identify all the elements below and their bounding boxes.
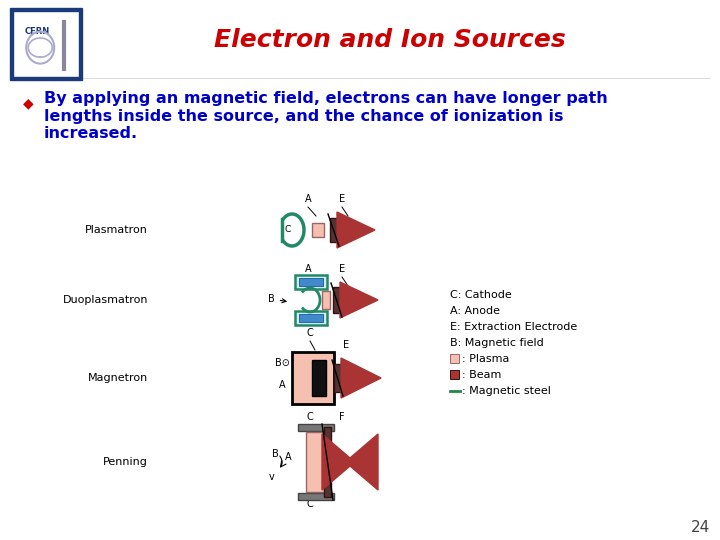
Text: E: Extraction Electrode: E: Extraction Electrode [450, 322, 577, 332]
Bar [450, 354, 459, 363]
Text: B: B [268, 294, 286, 304]
Bar [312, 223, 324, 237]
Bar [334, 364, 341, 392]
Text: C: C [307, 499, 313, 509]
Polygon shape [340, 282, 378, 318]
Text: 24: 24 [690, 521, 710, 536]
Text: lengths inside the source, and the chance of ionization is: lengths inside the source, and the chanc… [44, 109, 564, 124]
Text: By applying an magnetic field, electrons can have longer path: By applying an magnetic field, electrons… [44, 91, 608, 105]
Text: C: C [307, 328, 313, 338]
Text: C: C [285, 225, 291, 234]
Text: A: A [305, 194, 311, 204]
Bar [306, 432, 324, 492]
Polygon shape [322, 434, 350, 490]
Text: B: Magnetic field: B: Magnetic field [450, 338, 544, 348]
Polygon shape [337, 212, 375, 248]
Bar [330, 218, 337, 242]
Text: B: B [271, 449, 279, 459]
Bar [298, 493, 334, 500]
Bar [13, 11, 79, 77]
Bar [324, 427, 331, 497]
Text: increased.: increased. [44, 126, 138, 141]
Bar [298, 424, 334, 431]
Polygon shape [341, 358, 381, 398]
Text: Duoplasmatron: Duoplasmatron [63, 295, 148, 305]
Bar [322, 291, 330, 309]
Text: v: v [269, 472, 275, 482]
Text: A: A [279, 380, 285, 390]
Text: E: E [339, 264, 345, 274]
Text: A: A [305, 264, 311, 274]
Text: B⊙: B⊙ [274, 358, 289, 368]
Bar [292, 352, 334, 404]
Bar [299, 314, 323, 322]
Bar [333, 287, 340, 313]
Text: F: F [339, 412, 345, 422]
Text: E: E [339, 194, 345, 204]
Text: A: A [284, 452, 292, 462]
Bar [295, 311, 327, 325]
Text: Plasmatron: Plasmatron [85, 225, 148, 235]
Bar [312, 360, 326, 396]
Text: : Magnetic steel: : Magnetic steel [462, 386, 551, 396]
Text: Electron and Ion Sources: Electron and Ion Sources [214, 28, 566, 52]
Bar [10, 8, 82, 80]
Text: Magnetron: Magnetron [88, 373, 148, 383]
Text: ◆: ◆ [23, 96, 33, 110]
Bar [295, 275, 327, 289]
Text: : Beam: : Beam [462, 370, 501, 380]
Text: CERN: CERN [24, 26, 50, 36]
Bar [450, 370, 459, 379]
Text: C: Cathode: C: Cathode [450, 290, 512, 300]
Polygon shape [350, 434, 378, 490]
Text: : Plasma: : Plasma [462, 354, 509, 364]
Text: A: Anode: A: Anode [450, 306, 500, 316]
Text: C: C [307, 412, 313, 422]
Bar [299, 278, 323, 286]
Text: Penning: Penning [103, 457, 148, 467]
Text: E: E [343, 340, 349, 350]
